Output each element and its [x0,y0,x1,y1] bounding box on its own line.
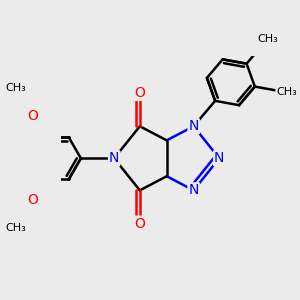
Text: CH₃: CH₃ [257,34,278,44]
Text: O: O [134,86,145,100]
Text: N: N [188,183,199,197]
Text: O: O [27,109,38,123]
Text: N: N [188,119,199,133]
Text: CH₃: CH₃ [6,223,27,233]
Text: O: O [134,217,145,231]
Text: CH₃: CH₃ [276,87,297,97]
Text: O: O [27,194,38,208]
Text: N: N [109,151,119,165]
Text: CH₃: CH₃ [6,83,27,93]
Text: N: N [214,151,224,165]
